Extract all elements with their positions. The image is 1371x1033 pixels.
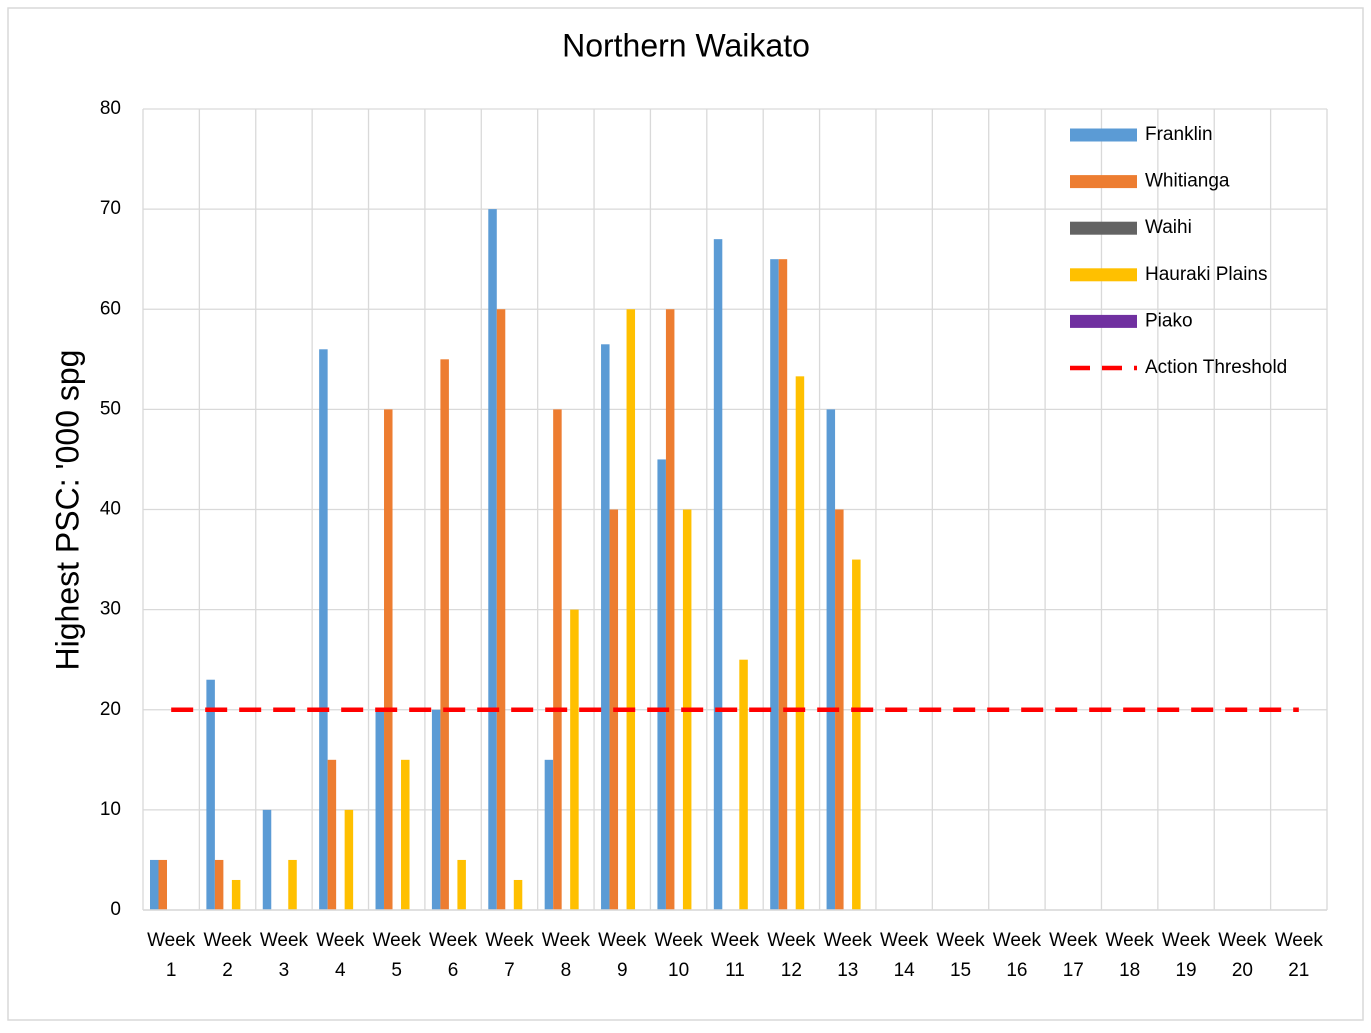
x-tick-label: Week 2 [203,930,252,981]
x-tick-label: Week 14 [880,930,929,981]
x-tick-label: Week 4 [316,930,365,981]
bar [601,344,610,910]
x-tick-label: Week 16 [993,930,1042,981]
x-tick-label: Week 15 [936,930,985,981]
bar [457,859,466,910]
x-tick-label: Week 19 [1162,930,1211,981]
bar [570,609,579,910]
bar [778,259,788,910]
x-tick-label: Week 5 [373,930,422,981]
bar [158,859,167,910]
bar [626,309,636,910]
x-tick-label: Week 17 [1049,930,1098,981]
bar [826,409,836,910]
x-tick-label: Week 10 [655,930,704,981]
legend-swatch [1070,175,1137,189]
y-tick-label: 20 [100,699,121,720]
x-tick-label: Week 8 [542,930,591,981]
bar [214,859,224,910]
legend-label: Waihi [1145,217,1192,238]
bar [206,679,215,910]
bar [553,409,562,910]
bar [770,259,779,910]
bar [431,709,441,910]
legend-label: Action Threshold [1145,357,1287,378]
x-tick-label: Week 9 [598,930,647,981]
bar [401,759,410,910]
bar [713,239,723,911]
legend-swatch [1070,314,1137,328]
y-tick-label: 30 [100,599,121,620]
x-tick-label: Week 1 [147,930,196,981]
bar [262,809,272,910]
bar [544,759,554,910]
legend-swatch [1070,268,1137,282]
legend-swatch [1070,221,1137,235]
x-tick-label: Week 3 [260,930,309,981]
legend-label: Hauraki Plains [1145,264,1268,285]
bar [657,459,666,910]
bar [384,409,393,910]
legend-swatch [1070,128,1137,142]
bar [344,809,354,910]
legend-label: Whitianga [1145,171,1230,192]
legend-label: Piako [1145,310,1193,331]
bar [835,509,844,910]
x-tick-label: Week 13 [824,930,873,981]
bar [852,559,861,910]
y-tick-label: 80 [100,98,121,119]
bar [327,759,337,910]
y-tick-label: 50 [100,398,121,419]
bar [150,859,159,910]
y-tick-label: 0 [110,899,121,920]
y-tick-label: 10 [100,799,121,820]
bar [231,879,241,910]
x-tick-label: Week 12 [767,930,816,981]
bar [488,209,497,910]
legend-label: Franklin [1145,124,1213,145]
bar [665,309,675,910]
x-tick-label: Week 11 [711,930,760,981]
bar [319,349,328,910]
y-tick-label: 40 [100,499,121,520]
bar [513,879,523,910]
bar [288,859,297,910]
x-tick-label: Week 21 [1275,930,1324,981]
y-tick-label: 70 [100,198,121,219]
bar [375,709,385,910]
y-axis-label: Highest PSC: '000 spg [49,350,85,671]
x-tick-label: Week 7 [485,930,534,981]
chart-title: Northern Waikato [562,27,810,63]
x-tick-label: Week 6 [429,930,478,981]
bar [496,309,506,910]
x-tick-label: Week 20 [1218,930,1267,981]
bar [739,659,748,910]
bar [795,376,805,910]
y-tick-label: 60 [100,298,121,319]
bar [440,359,449,910]
x-tick-label: Week 18 [1106,930,1155,981]
